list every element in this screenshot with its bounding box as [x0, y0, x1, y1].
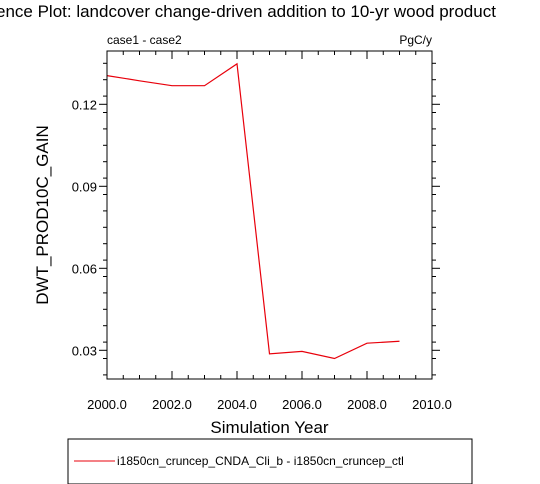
right-label: PgC/y — [399, 33, 432, 47]
x-tick-label: 2008.0 — [347, 397, 387, 412]
y-tick-label: 0.03 — [72, 343, 97, 358]
y-tick-label: 0.12 — [72, 97, 97, 112]
legend-box — [67, 438, 473, 484]
x-axis-label: Simulation Year — [210, 418, 328, 437]
x-tick-label: 2006.0 — [282, 397, 322, 412]
y-tick-label: 0.06 — [72, 261, 97, 276]
chart-title: ence Plot: landcover change-driven addit… — [0, 2, 496, 21]
axis-ticks — [99, 51, 440, 379]
y-axis-label: DWT_PROD10C_GAIN — [33, 125, 52, 304]
x-tick-label: 2002.0 — [152, 397, 192, 412]
legend: i1850cn_cruncep_CNDA_Cli_b - i1850cn_cru… — [67, 438, 473, 484]
x-tick-label: 2010.0 — [412, 397, 452, 412]
x-tick-label: 2004.0 — [217, 397, 257, 412]
series-lines — [106, 62, 400, 360]
series-line-0 — [106, 62, 400, 360]
plot-frame — [106, 50, 433, 380]
x-tick-label: 2000.0 — [87, 397, 127, 412]
x-tick-labels: 2000.0 2002.0 2004.0 2006.0 2008.0 2010.0 — [87, 397, 452, 412]
y-tick-labels: 0.03 0.06 0.09 0.12 — [72, 97, 97, 358]
left-label: case1 - case2 — [107, 33, 182, 47]
y-tick-label: 0.09 — [72, 179, 97, 194]
legend-label: i1850cn_cruncep_CNDA_Cli_b - i1850cn_cru… — [117, 454, 404, 468]
